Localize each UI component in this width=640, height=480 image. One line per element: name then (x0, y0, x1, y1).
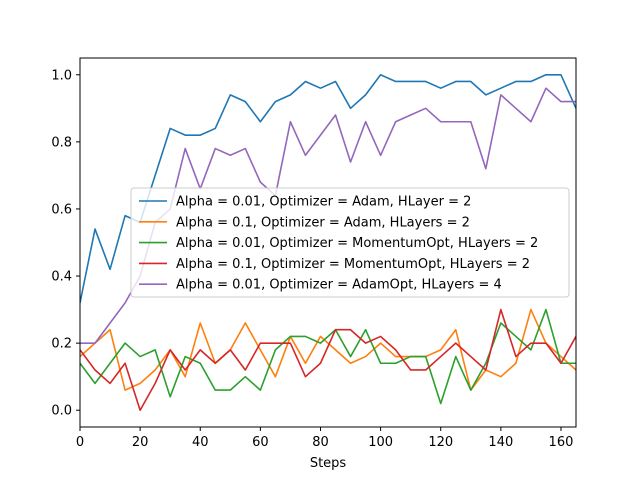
x-tick-label: 140 (488, 435, 513, 450)
x-tick-label: 160 (549, 435, 574, 450)
legend-label: Alpha = 0.1, Optimizer = MomentumOpt, HL… (176, 257, 530, 272)
x-tick-label: 100 (368, 435, 393, 450)
series-line-4 (80, 308, 576, 412)
x-tick-label: 80 (312, 435, 329, 450)
series-line-3 (80, 308, 576, 405)
x-tick-label: 60 (252, 435, 269, 450)
legend-label: Alpha = 0.01, Optimizer = AdamOpt, HLaye… (176, 278, 502, 293)
legend: Alpha = 0.01, Optimizer = Adam, HLayer =… (130, 187, 570, 298)
y-tick-label: 1.0 (51, 68, 72, 83)
x-tick-label: 40 (192, 435, 209, 450)
plot-frame (79, 57, 577, 428)
y-tick-label: 0.8 (51, 135, 72, 150)
series-line-2 (80, 308, 576, 391)
x-tick-label: 0 (76, 435, 84, 450)
series-line-1 (80, 73, 576, 304)
y-tick-label: 0.2 (51, 337, 72, 352)
series-layer (80, 73, 576, 412)
legend-label: Alpha = 0.01, Optimizer = Adam, HLayer =… (176, 195, 471, 210)
x-axis-title: Steps (310, 456, 347, 471)
x-tick-label: 120 (428, 435, 453, 450)
x-axis: 0 20 40 60 80 100 120 140 160 (76, 427, 574, 450)
legend-label: Alpha = 0.1, Optimizer = Adam, HLayers =… (176, 215, 470, 230)
y-tick-label: 0.0 (51, 404, 72, 419)
y-tick-label: 0.4 (51, 270, 72, 285)
y-tick-label: 0.6 (51, 202, 72, 217)
x-tick-label: 20 (132, 435, 149, 450)
legend-box (130, 187, 570, 298)
y-axis: 0.0 0.2 0.4 0.6 0.8 1.0 (51, 68, 80, 419)
legend-label: Alpha = 0.01, Optimizer = MomentumOpt, H… (176, 236, 538, 251)
